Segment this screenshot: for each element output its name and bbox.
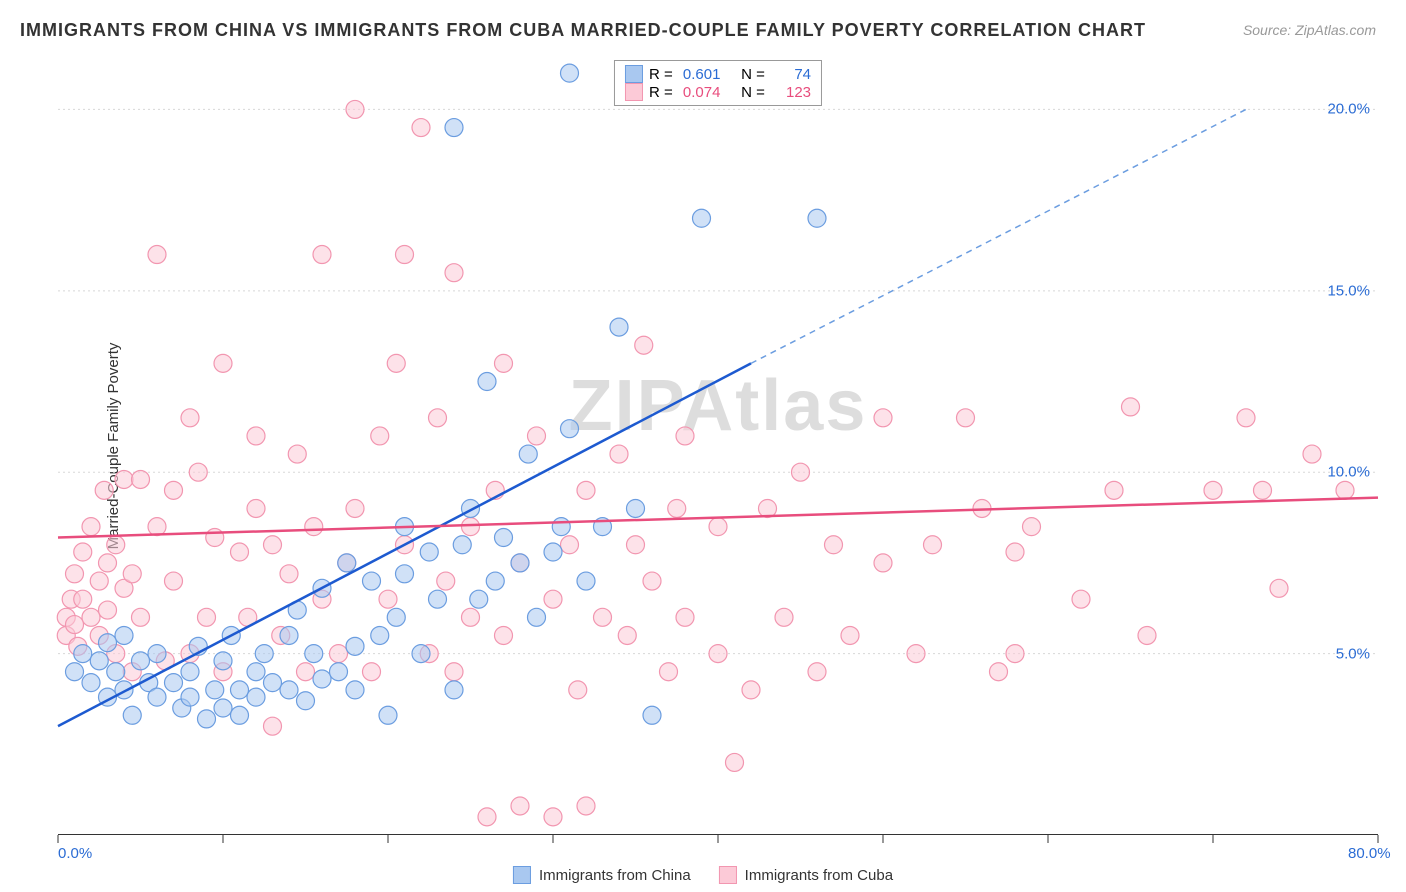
y-tick-label: 20.0% bbox=[1327, 101, 1370, 118]
legend-swatch-china-icon bbox=[513, 866, 531, 884]
y-tick-label: 5.0% bbox=[1336, 645, 1370, 662]
legend-swatch-china bbox=[625, 65, 643, 83]
legend-r-label: R = bbox=[649, 84, 677, 101]
series-label-china: Immigrants from China bbox=[539, 867, 691, 884]
y-tick-label: 15.0% bbox=[1327, 282, 1370, 299]
y-tick-label: 10.0% bbox=[1327, 464, 1370, 481]
series-legend-china: Immigrants from China bbox=[513, 866, 691, 884]
series-legend: Immigrants from China Immigrants from Cu… bbox=[513, 866, 893, 884]
chart-title: IMMIGRANTS FROM CHINA VS IMMIGRANTS FROM… bbox=[20, 20, 1146, 41]
legend-row-cuba: R = 0.074 N = 123 bbox=[625, 83, 811, 101]
legend-swatch-cuba bbox=[625, 83, 643, 101]
x-tick-label: 0.0% bbox=[58, 845, 92, 862]
correlation-legend: R = 0.601 N = 74 R = 0.074 N = 123 bbox=[614, 60, 822, 106]
legend-n-value-cuba: 123 bbox=[775, 84, 811, 101]
legend-r-label: R = bbox=[649, 66, 677, 83]
legend-r-value-cuba: 0.074 bbox=[683, 84, 731, 101]
x-tick-label: 80.0% bbox=[1348, 845, 1391, 862]
legend-swatch-cuba-icon bbox=[719, 866, 737, 884]
legend-r-value-china: 0.601 bbox=[683, 66, 731, 83]
plot-area: ZIPAtlas R = 0.601 N = 74 R = 0.074 N = … bbox=[58, 55, 1378, 835]
legend-row-china: R = 0.601 N = 74 bbox=[625, 65, 811, 83]
scatter-chart bbox=[58, 55, 1378, 834]
series-legend-cuba: Immigrants from Cuba bbox=[719, 866, 893, 884]
legend-n-value-china: 74 bbox=[775, 66, 811, 83]
source-credit: Source: ZipAtlas.com bbox=[1243, 22, 1376, 38]
legend-n-label: N = bbox=[737, 84, 769, 101]
legend-n-label: N = bbox=[737, 66, 769, 83]
series-label-cuba: Immigrants from Cuba bbox=[745, 867, 893, 884]
